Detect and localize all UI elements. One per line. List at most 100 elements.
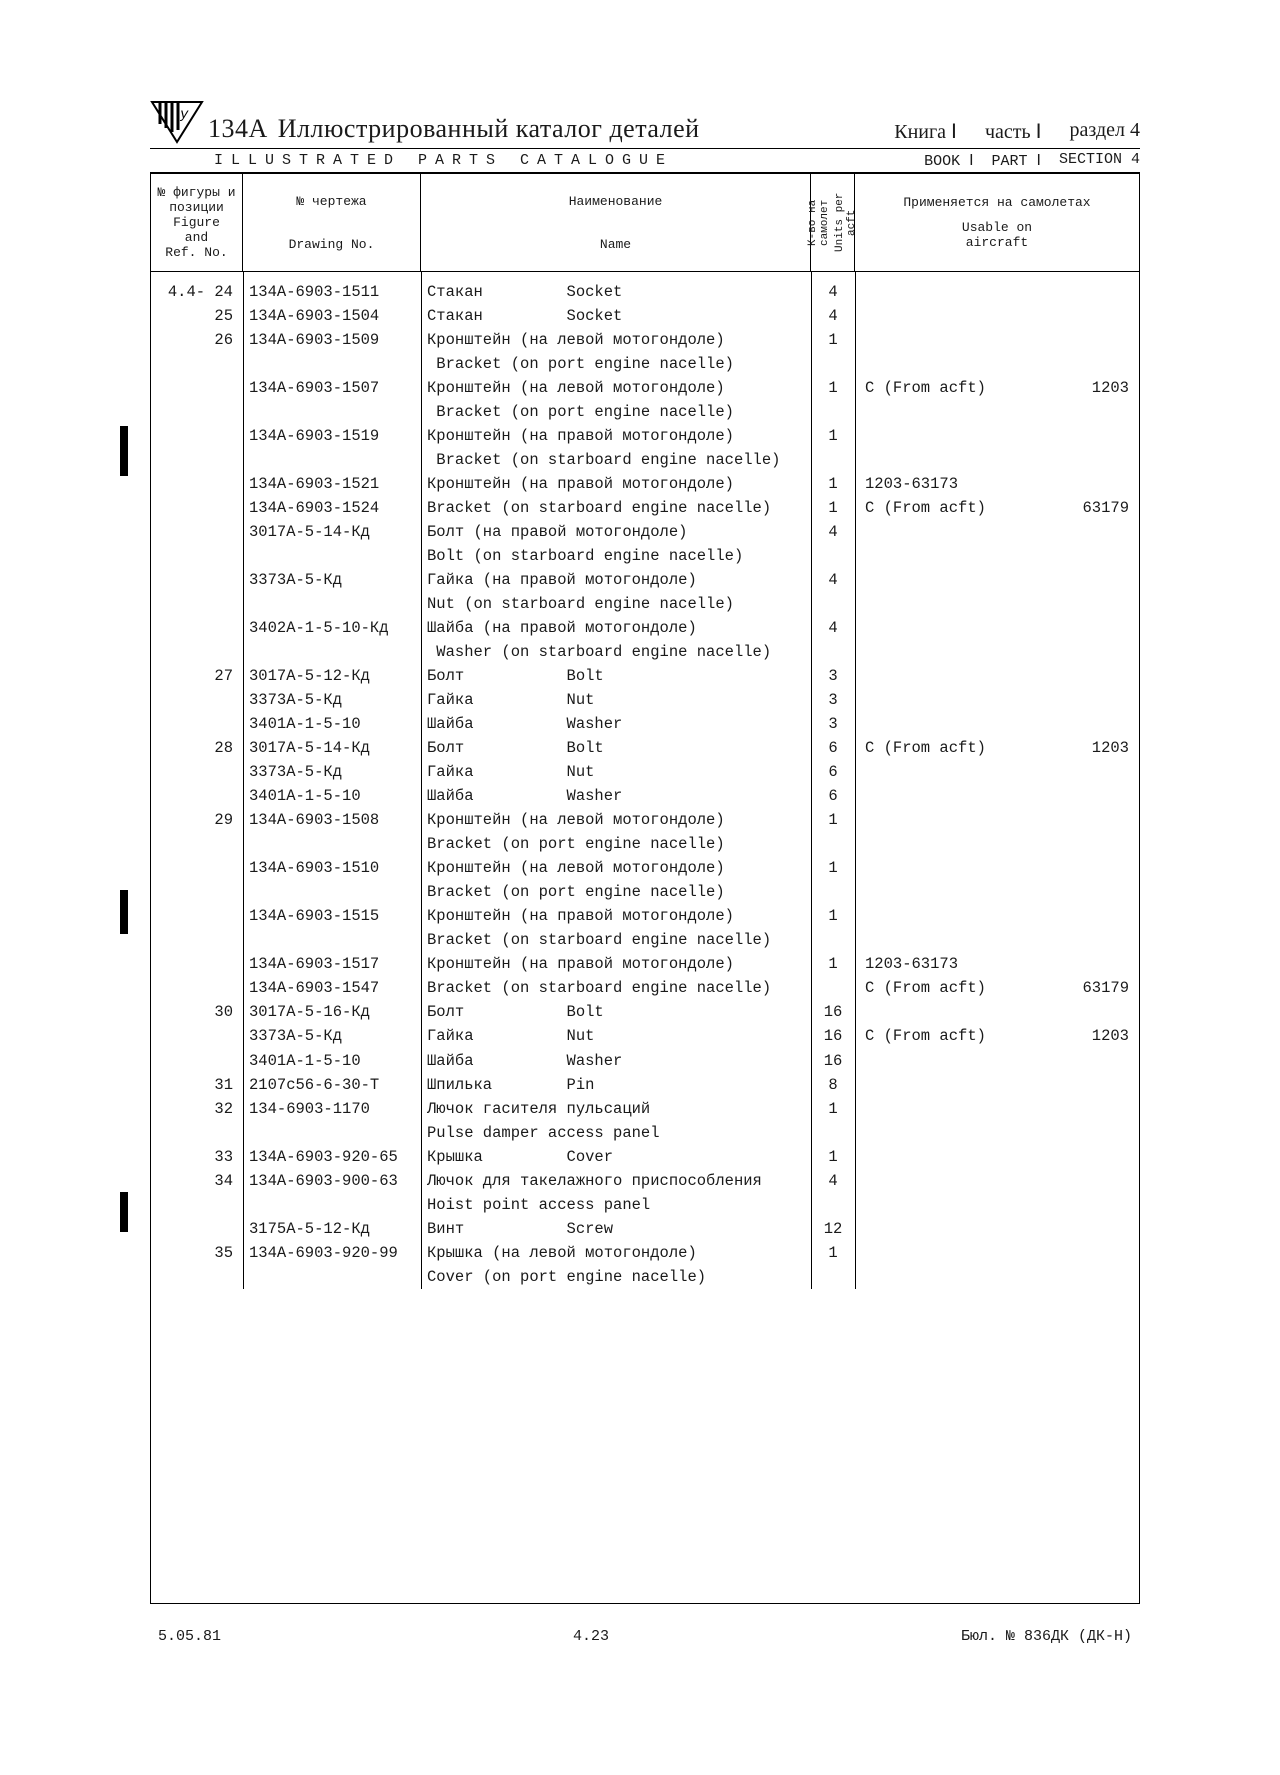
cell-ref [151,1265,243,1289]
cell-name: Кронштейн (на левой мотогондоле) [421,808,811,832]
cell-usable [855,1193,1139,1217]
cell-ref [151,1217,243,1241]
cell-qty: 12 [811,1217,855,1241]
table-row: 3017А-5-14-КдБолт (на правой мотогондоле… [151,520,1139,544]
cell-ref: 25 [151,304,243,328]
cell-ref: 26 [151,328,243,352]
col-qty-header: К-во на самолет Units per acft [811,174,855,271]
cell-name: Гайка (на правой мотогондоле) [421,568,811,592]
cell-usable: С (From acft)63179 [855,976,1139,1000]
cell-qty: 1 [811,952,855,976]
footer-page: 4.23 [573,1628,609,1645]
cell-usable [855,1241,1139,1265]
section-ru: раздел 4 [1070,119,1140,144]
cell-usable [855,1121,1139,1145]
footer-bulletin: Бюл. № 836ДК (ДК-Н) [961,1628,1132,1645]
cell-ref [151,856,243,880]
cell-ref [151,928,243,952]
col-name-ru: Наименование [569,194,663,209]
cell-drawing [243,832,421,856]
col-ref-ru: № фигуры и позиции [155,185,238,215]
cell-ref [151,952,243,976]
cell-ref [151,496,243,520]
col-dwg-en: Drawing No. [289,237,375,252]
cell-drawing: 134А-6903-1509 [243,328,421,352]
cell-drawing [243,928,421,952]
cell-usable-text: С (From acft) [865,736,986,760]
cell-name: Bracket (on starboard engine nacelle) [421,976,811,1000]
cell-qty: 3 [811,664,855,688]
logo-block: у 134А [150,100,268,144]
cell-name: Bracket (on starboard engine nacelle) [421,496,811,520]
col-dwg-ru: № чертежа [296,194,366,209]
cell-ref [151,376,243,400]
cell-qty: 4 [811,568,855,592]
cell-qty: 1 [811,1097,855,1121]
cell-ref [151,1049,243,1073]
cell-ref: 4.4- 24 [151,280,243,304]
col-qty-ru: К-во на самолет [807,178,831,267]
cell-drawing [243,400,421,424]
book-ru: Книга Ⅰ [894,119,957,144]
cell-usable [855,280,1139,304]
cell-drawing: 134А-6903-1510 [243,856,421,880]
table-row: Bracket (on starboard engine nacelle) [151,448,1139,472]
col-use-en1: Usable on [962,220,1032,235]
cell-name: Болт Bolt [421,1000,811,1024]
cell-qty [811,1265,855,1289]
cell-qty: 1 [811,328,855,352]
col-use-ru: Применяется на самолетах [903,195,1090,210]
cell-name: Шайба (на правой мотогондоле) [421,616,811,640]
cell-drawing [243,544,421,568]
cell-usable [855,352,1139,376]
cell-usable-text: 1203-63173 [865,472,958,496]
cell-usable [855,424,1139,448]
cell-usable [855,400,1139,424]
cell-qty [811,1121,855,1145]
cell-ref: 30 [151,1000,243,1024]
cell-name: Болт Bolt [421,736,811,760]
cell-ref [151,520,243,544]
table-row: 3401А-1-5-10Шайба Washer16 [151,1049,1139,1073]
cell-name: Кронштейн (на левой мотогондоле) [421,856,811,880]
parts-table: № фигуры и позиции Figure and Ref. No. №… [150,174,1140,1604]
page-footer: 5.05.81 4.23 Бюл. № 836ДК (ДК-Н) [150,1628,1140,1645]
table-row: Bolt (on starboard engine nacelle) [151,544,1139,568]
cell-drawing [243,352,421,376]
cell-usable [855,808,1139,832]
cell-usable-text: С (From acft) [865,376,986,400]
cell-usable [855,928,1139,952]
cell-qty: 1 [811,808,855,832]
cell-name: Кронштейн (на левой мотогондоле) [421,328,811,352]
col-ref-header: № фигуры и позиции Figure and Ref. No. [151,174,243,271]
cell-usable [855,712,1139,736]
cell-drawing: 3175А-5-12-Кд [243,1217,421,1241]
cell-usable [855,784,1139,808]
cell-drawing: 134А-6903-1515 [243,904,421,928]
table-row: Washer (on starboard engine nacelle) [151,640,1139,664]
cell-drawing: 3017А-5-16-Кд [243,1000,421,1024]
cell-ref [151,352,243,376]
cell-usable [855,1217,1139,1241]
cell-name: Лючок для такелажного приспособления [421,1169,811,1193]
cell-usable: С (From acft) 1203 [855,736,1139,760]
cell-name: Гайка Nut [421,760,811,784]
cell-drawing: 134А-6903-1524 [243,496,421,520]
cell-usable [855,328,1139,352]
vline-icon [421,272,422,1289]
cell-drawing: 3401А-1-5-10 [243,784,421,808]
cell-name: Кронштейн (на правой мотогондоле) [421,952,811,976]
title-row-ru: у 134А Иллюстрированный каталог деталей … [150,100,1140,149]
cell-qty: 1 [811,904,855,928]
vline-icon [243,272,244,1289]
cell-name: Кронштейн (на правой мотогондоле) [421,424,811,448]
table-row: 26134А-6903-1509Кронштейн (на левой мото… [151,328,1139,352]
cell-drawing: 3401А-1-5-10 [243,1049,421,1073]
cell-usable-code: 1203 [1092,736,1129,760]
cell-qty: 8 [811,1073,855,1097]
cell-qty [811,592,855,616]
cell-name: Лючок гасителя пульсаций [421,1097,811,1121]
cell-drawing [243,880,421,904]
cell-usable [855,616,1139,640]
cell-ref [151,1024,243,1048]
